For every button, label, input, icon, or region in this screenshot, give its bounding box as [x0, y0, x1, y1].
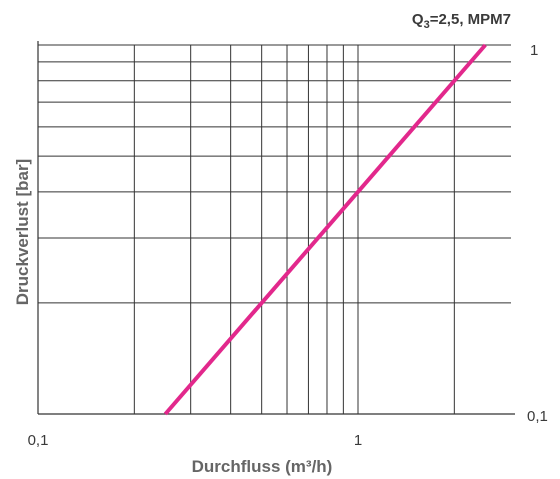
- axes: [37, 41, 515, 415]
- series-layer: [163, 43, 487, 416]
- chart-title: Q3=2,5, MPM7: [412, 11, 511, 31]
- y-tick-label-bottom: 0,1: [527, 408, 548, 425]
- series-line-0: [163, 43, 487, 416]
- chart-title-subscript: 3: [424, 19, 430, 31]
- x-tick-label-right: 1: [354, 432, 362, 449]
- x-axis-label: Durchfluss (m³/h): [192, 457, 333, 476]
- y-axis-label: Druckverlust [bar]: [13, 159, 32, 305]
- grid-lines: [38, 45, 511, 414]
- x-tick-label-left: 0,1: [28, 432, 49, 449]
- y-tick-label-top: 1: [530, 42, 538, 59]
